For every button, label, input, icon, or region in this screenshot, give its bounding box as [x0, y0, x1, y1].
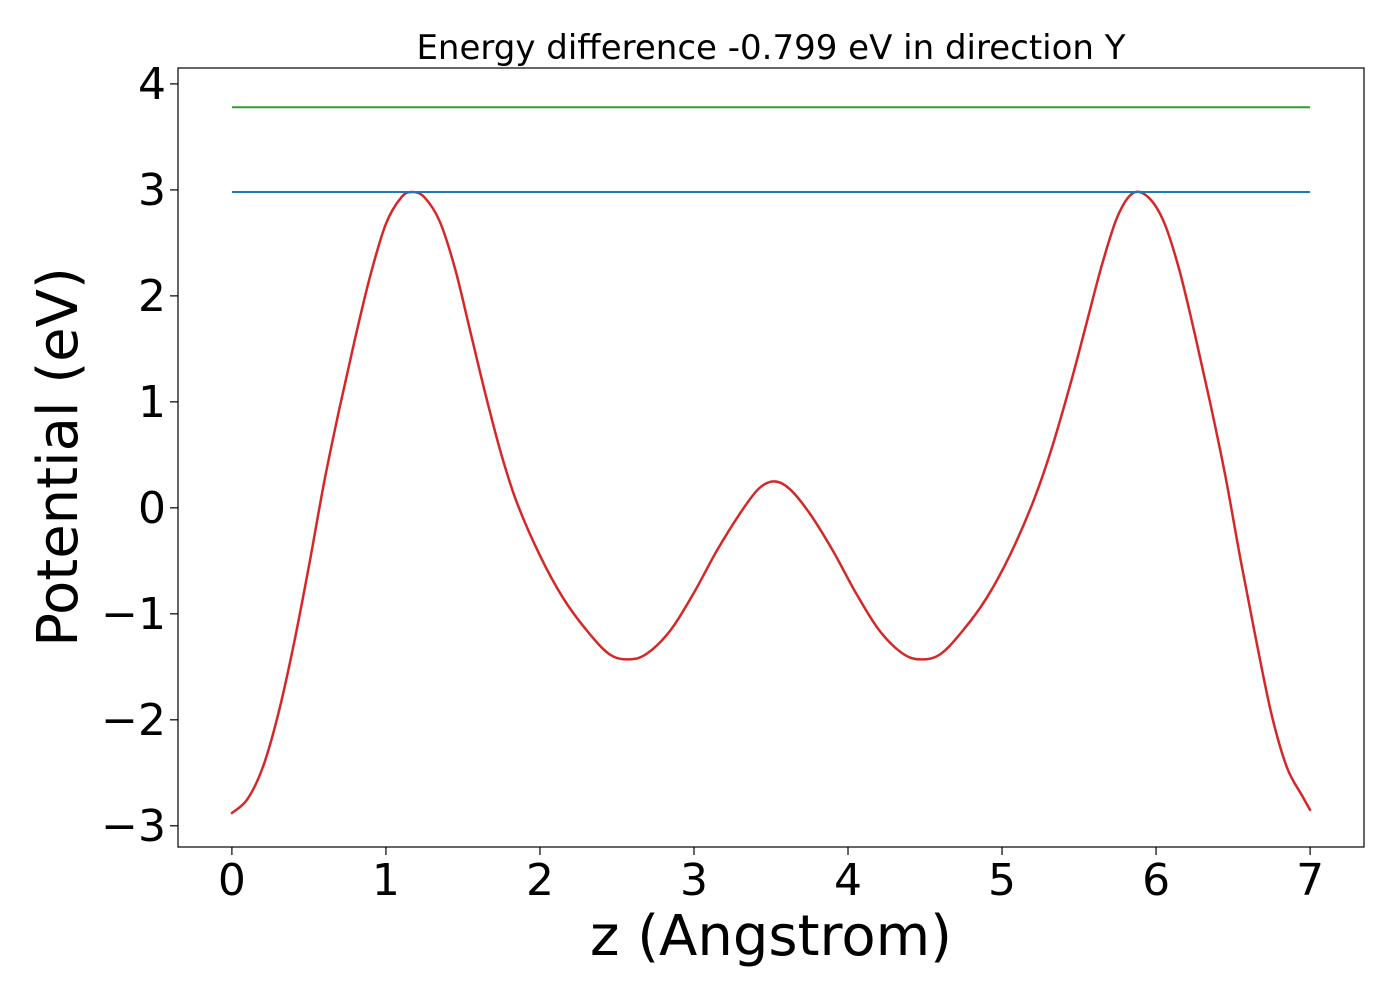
y-axis-label: Potential (eV) [26, 267, 91, 647]
y-tick-label: 0 [138, 483, 166, 534]
x-tick-label: 1 [372, 855, 400, 906]
x-tick-label: 3 [680, 855, 708, 906]
y-tick-label: 3 [138, 165, 166, 216]
x-tick-label: 6 [1142, 855, 1170, 906]
y-tick-label: −1 [101, 589, 166, 640]
y-tick-label: 2 [138, 271, 166, 322]
x-axis: 0 1 2 3 4 5 6 7 [218, 847, 1324, 906]
y-tick-label: 1 [138, 377, 166, 428]
y-tick-label: 4 [138, 59, 166, 110]
plot-frame [177, 67, 1365, 848]
y-tick-label: −2 [101, 695, 166, 746]
y-axis: −3 −2 −1 0 1 2 3 4 [101, 59, 178, 852]
x-axis-label: z (Angstrom) [590, 904, 952, 969]
x-tick-label: 4 [834, 855, 862, 906]
chart-title: Energy difference -0.799 eV in direction… [416, 28, 1125, 68]
x-tick-label: 7 [1296, 855, 1324, 906]
potential-curve [230, 190, 1312, 815]
x-tick-label: 5 [988, 855, 1016, 906]
y-tick-label: −3 [101, 801, 166, 852]
x-tick-label: 0 [218, 855, 246, 906]
x-tick-label: 2 [526, 855, 554, 906]
series-layer [230, 106, 1312, 815]
